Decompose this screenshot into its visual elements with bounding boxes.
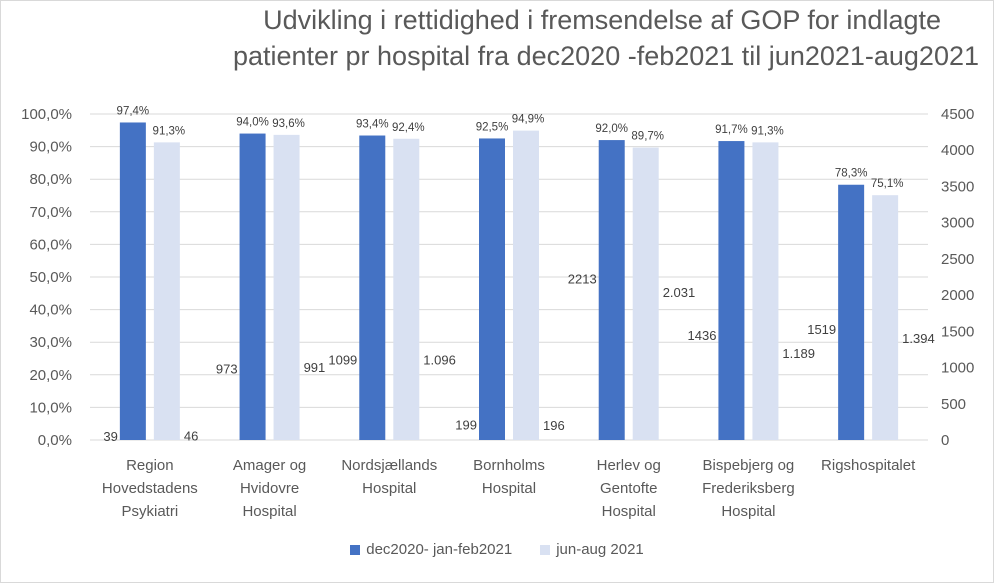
data-label-percent: 89,7%: [631, 131, 664, 143]
x-category-label: Rigshospitalet: [821, 457, 916, 474]
x-category-label: Bispebjerg og: [703, 457, 795, 474]
y-left-tick-label: 80,0%: [29, 171, 72, 188]
y-right-tick-label: 3000: [941, 215, 974, 232]
data-label-percent: 92,5%: [476, 121, 509, 133]
data-label-count: 2.031: [663, 285, 696, 300]
bar-series-1: [119, 122, 146, 440]
legend-item-series-1: dec2020- jan-feb2021: [350, 541, 512, 558]
y-right-tick-label: 2000: [941, 287, 974, 304]
data-label-count: 39: [103, 429, 117, 444]
data-label-count: 1.394: [902, 331, 935, 346]
legend-label-series-1: dec2020- jan-feb2021: [366, 541, 513, 558]
y-left-tick-label: 100,0%: [21, 106, 72, 123]
x-category-label: Region: [126, 457, 174, 474]
x-category-label: Gentofte: [600, 480, 658, 497]
bar-series-2: [752, 142, 779, 440]
legend-swatch-series-1: [350, 544, 361, 555]
y-right-tick-label: 500: [941, 396, 966, 413]
x-category-label: Bornholms: [473, 457, 545, 474]
y-left-tick-label: 40,0%: [29, 302, 72, 319]
x-category-label: Hovedstadens: [102, 480, 198, 497]
chart-title-line-1: Udvikling i rettidighed i fremsendelse a…: [263, 5, 941, 35]
bar-series-1: [359, 135, 386, 441]
bar-series-2: [632, 147, 659, 440]
y-left-tick-label: 70,0%: [29, 204, 72, 221]
y-right-tick-label: 4000: [941, 142, 974, 159]
x-category-label: Hospital: [721, 503, 775, 520]
data-label-count: 1519: [807, 322, 836, 337]
bar-series-2: [872, 195, 899, 440]
x-category-label: Hospital: [602, 503, 656, 520]
x-category-label: Hospital: [242, 503, 296, 520]
chart-title-line-2: patienter pr hospital fra dec2020 -feb20…: [232, 41, 979, 71]
y-left-tick-label: 30,0%: [29, 334, 72, 351]
data-label-count: 196: [543, 418, 565, 433]
data-label-percent: 91,7%: [715, 124, 748, 136]
x-category-label: Frederiksberg: [702, 480, 795, 497]
legend-swatch-series-2: [540, 544, 551, 555]
x-category-label: Nordsjællands: [341, 457, 437, 474]
bar-series-1: [479, 138, 505, 440]
data-label-percent: 78,3%: [835, 168, 868, 180]
y-right-tick-label: 3500: [941, 178, 974, 195]
bar-series-2: [393, 138, 420, 440]
legend: dec2020- jan-feb2021 jun-aug 2021: [0, 541, 994, 558]
bar-series-2: [273, 134, 300, 440]
bar-series-1: [838, 184, 865, 440]
y-right-tick-label: 1000: [941, 360, 974, 377]
data-label-count: 973: [216, 362, 238, 377]
bar-series-1: [239, 133, 266, 440]
data-label-count: 1099: [328, 352, 357, 367]
data-label-percent: 94,9%: [512, 114, 545, 126]
data-label-percent: 94,0%: [236, 117, 269, 129]
data-label-count: 2213: [568, 272, 597, 287]
bar-series-2: [153, 142, 180, 440]
x-category-label: Hospital: [362, 480, 416, 497]
y-right-tick-label: 2500: [941, 251, 974, 268]
x-category-label: Hvidovre: [240, 480, 299, 497]
y-right-tick-label: 4500: [941, 106, 974, 123]
data-label-percent: 91,3%: [153, 125, 186, 137]
y-left-tick-label: 20,0%: [29, 367, 72, 384]
data-label-count: 1436: [688, 328, 717, 343]
data-label-count: 1.189: [782, 346, 815, 361]
y-left-tick-label: 50,0%: [29, 269, 72, 286]
x-category-label: Hospital: [482, 480, 536, 497]
data-label-count: 991: [304, 360, 326, 375]
data-label-percent: 91,3%: [751, 125, 784, 137]
y-left-tick-label: 60,0%: [29, 236, 72, 253]
data-label-percent: 93,4%: [356, 119, 389, 131]
x-category-label: Amager og: [233, 457, 306, 474]
data-label-count: 1.096: [423, 353, 456, 368]
legend-label-series-2: jun-aug 2021: [556, 541, 644, 558]
bar-series-1: [718, 141, 745, 441]
x-category-label: Psykiatri: [122, 503, 179, 520]
data-label-percent: 97,4%: [117, 105, 150, 117]
bar-series-1: [598, 140, 625, 440]
data-label-count: 46: [184, 429, 198, 444]
data-label-percent: 92,0%: [595, 123, 628, 135]
data-label-count: 199: [455, 418, 477, 433]
y-left-tick-label: 0,0%: [38, 432, 72, 449]
x-category-label: Herlev og: [597, 457, 661, 474]
legend-item-series-2: jun-aug 2021: [540, 541, 644, 558]
data-label-percent: 93,6%: [272, 118, 305, 130]
y-left-tick-label: 90,0%: [29, 139, 72, 156]
bar-series-2: [513, 130, 539, 440]
y-left-tick-label: 10,0%: [29, 399, 72, 416]
y-right-tick-label: 1500: [941, 323, 974, 340]
data-label-percent: 75,1%: [871, 178, 904, 190]
data-label-percent: 92,4%: [392, 122, 425, 134]
y-right-tick-label: 0: [941, 432, 949, 449]
